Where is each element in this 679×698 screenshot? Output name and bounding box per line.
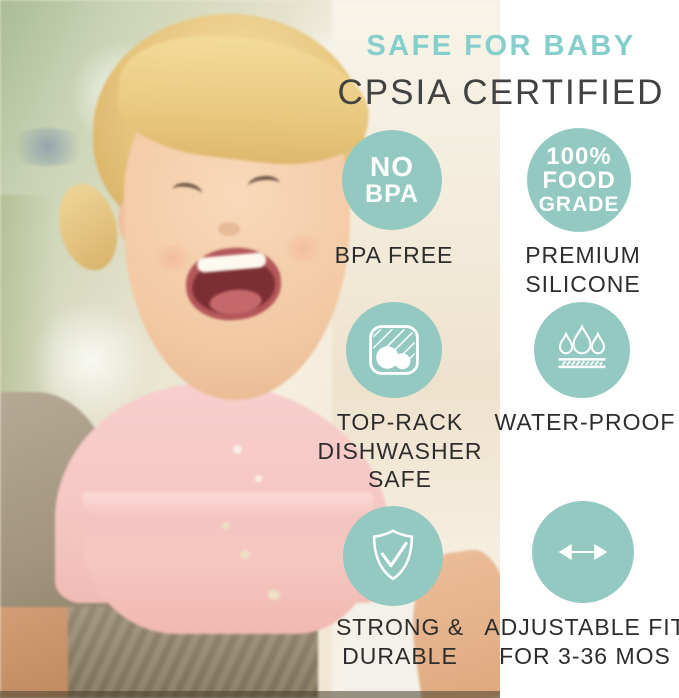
- strong-icon-circle: [343, 506, 443, 606]
- dishwasher-icon-circle: [346, 302, 442, 398]
- toddler-nose: [218, 222, 240, 236]
- feature-label-premium-silicone: PREMIUM SILICONE: [483, 241, 679, 298]
- blurred-background-object: [5, 128, 90, 166]
- food-crumb: [240, 550, 250, 559]
- feature-label-dishwasher-safe: TOP-RACK DISHWASHER SAFE: [294, 408, 506, 494]
- feature-label-line: PREMIUM: [525, 242, 641, 268]
- feature-label-line: STRONG &: [335, 614, 465, 640]
- horizontal-arrows-icon: [558, 544, 608, 560]
- food-crumb: [222, 522, 230, 529]
- feature-label-line: FOR 3-36 MOS: [499, 642, 671, 669]
- feature-label-line: TOP-RACK: [336, 409, 464, 435]
- badge-text: 100%: [546, 142, 612, 170]
- header: SAFE FOR BABY CPSIA CERTIFIED: [322, 30, 679, 113]
- bib-pocket-rim: [82, 492, 374, 518]
- food-spill: [233, 445, 242, 454]
- feature-label-adjustable-fit: ADJUSTABLE FIT FOR 3-36 MOS: [480, 613, 679, 670]
- badge-text: GRADE: [538, 192, 620, 216]
- feature-label-waterproof: WATER-PROOF: [483, 408, 679, 437]
- feature-label-line: SAFE: [367, 466, 433, 492]
- foliage-blur: [0, 195, 55, 425]
- food-crumb: [268, 590, 280, 600]
- feature-label-line: DURABLE: [342, 642, 458, 669]
- page-subtitle: CPSIA CERTIFIED: [337, 73, 665, 112]
- feature-label-line: DISHWASHER: [317, 437, 483, 464]
- feature-label-line: SILICONE: [525, 270, 641, 297]
- badge-text: NO: [370, 150, 414, 182]
- shield-check-icon: [372, 529, 414, 581]
- water-drops-icon: [558, 323, 606, 369]
- waterproof-icon-circle: [534, 302, 630, 398]
- badge-text: FOOD: [542, 167, 616, 195]
- feature-label-line: WATER-PROOF: [494, 409, 676, 435]
- food-grade-badge: 100% FOOD GRADE: [527, 128, 631, 232]
- cheek-blush: [280, 235, 326, 261]
- badge-text: BPA: [365, 179, 419, 208]
- photo-bottom-shadow: [0, 691, 500, 698]
- dishwasher-rack-icon: [369, 325, 419, 375]
- feature-label-line: ADJUSTABLE FIT: [484, 614, 679, 640]
- feature-label-line: BPA FREE: [334, 242, 454, 268]
- adjustable-icon-circle: [532, 501, 634, 603]
- feature-label-bpa-free: BPA FREE: [294, 241, 494, 270]
- no-bpa-badge: NO BPA: [342, 130, 442, 230]
- bib-pocket: [82, 492, 374, 634]
- feature-label-strong-durable: STRONG & DURABLE: [294, 613, 506, 670]
- food-spill: [255, 475, 262, 482]
- page-title: SAFE FOR BABY: [366, 30, 636, 62]
- cheek-blush: [150, 245, 196, 271]
